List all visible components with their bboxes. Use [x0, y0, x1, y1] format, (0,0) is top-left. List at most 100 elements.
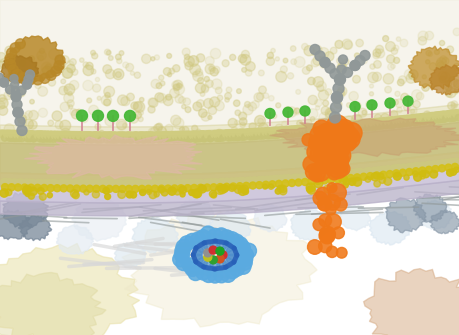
Circle shape: [103, 188, 109, 194]
Circle shape: [115, 132, 123, 140]
Circle shape: [449, 169, 456, 175]
Circle shape: [330, 102, 341, 113]
Circle shape: [219, 179, 226, 185]
Circle shape: [92, 132, 100, 140]
Circle shape: [313, 179, 322, 188]
Circle shape: [319, 56, 325, 63]
Circle shape: [95, 77, 100, 82]
Circle shape: [60, 102, 69, 112]
Polygon shape: [290, 209, 330, 241]
Circle shape: [203, 184, 210, 191]
Circle shape: [409, 109, 414, 113]
Circle shape: [139, 132, 146, 140]
Circle shape: [319, 60, 327, 68]
Circle shape: [258, 86, 266, 94]
Circle shape: [207, 135, 213, 142]
Circle shape: [266, 57, 274, 65]
Circle shape: [92, 191, 99, 198]
Circle shape: [27, 179, 34, 186]
Circle shape: [44, 131, 51, 139]
Circle shape: [0, 78, 8, 87]
Polygon shape: [429, 210, 459, 233]
Circle shape: [193, 136, 199, 142]
Circle shape: [316, 154, 334, 173]
Circle shape: [387, 117, 394, 125]
Circle shape: [270, 176, 277, 183]
Circle shape: [314, 99, 321, 107]
Circle shape: [293, 108, 300, 115]
Circle shape: [106, 137, 113, 143]
Circle shape: [184, 56, 194, 67]
Circle shape: [347, 175, 353, 182]
Circle shape: [68, 136, 74, 143]
Circle shape: [147, 132, 155, 140]
Circle shape: [315, 172, 322, 179]
Circle shape: [217, 129, 221, 134]
Circle shape: [419, 162, 425, 169]
Circle shape: [311, 129, 318, 135]
Circle shape: [109, 180, 116, 187]
Circle shape: [47, 131, 55, 139]
Circle shape: [215, 135, 222, 141]
Circle shape: [291, 131, 297, 137]
Circle shape: [226, 246, 236, 256]
Circle shape: [229, 261, 244, 276]
Circle shape: [391, 165, 398, 172]
Circle shape: [330, 153, 345, 168]
Circle shape: [274, 124, 282, 132]
Circle shape: [197, 242, 207, 252]
Circle shape: [91, 180, 98, 187]
Circle shape: [11, 135, 17, 141]
Circle shape: [198, 185, 206, 193]
Circle shape: [344, 116, 353, 125]
Circle shape: [419, 119, 425, 125]
Circle shape: [308, 95, 317, 105]
Circle shape: [124, 132, 131, 140]
Circle shape: [11, 80, 19, 88]
Circle shape: [351, 114, 362, 125]
Circle shape: [131, 132, 139, 140]
Circle shape: [450, 115, 457, 121]
Circle shape: [258, 70, 263, 76]
Circle shape: [136, 132, 144, 140]
Circle shape: [301, 44, 308, 50]
Circle shape: [42, 66, 52, 76]
Circle shape: [38, 55, 44, 61]
Circle shape: [253, 133, 259, 140]
Circle shape: [454, 115, 459, 121]
Circle shape: [429, 170, 437, 178]
Circle shape: [352, 75, 359, 83]
Circle shape: [290, 59, 296, 65]
Circle shape: [205, 131, 212, 138]
Circle shape: [313, 191, 326, 205]
Circle shape: [99, 130, 104, 135]
Circle shape: [195, 69, 202, 76]
Circle shape: [341, 123, 361, 143]
Circle shape: [319, 129, 325, 135]
Circle shape: [242, 189, 248, 195]
Circle shape: [408, 70, 417, 80]
Circle shape: [317, 124, 324, 132]
Circle shape: [199, 131, 207, 138]
Circle shape: [167, 180, 174, 187]
Circle shape: [185, 233, 199, 249]
Circle shape: [336, 81, 343, 88]
Circle shape: [408, 163, 414, 170]
Circle shape: [168, 68, 174, 74]
Circle shape: [453, 80, 459, 87]
Circle shape: [344, 126, 350, 133]
Circle shape: [337, 87, 346, 96]
Circle shape: [185, 62, 193, 70]
Circle shape: [239, 122, 245, 128]
Circle shape: [452, 158, 459, 165]
Circle shape: [196, 265, 210, 280]
Polygon shape: [24, 135, 202, 179]
Circle shape: [392, 45, 398, 51]
Circle shape: [203, 260, 213, 270]
Circle shape: [201, 84, 208, 92]
Circle shape: [200, 92, 204, 96]
Circle shape: [371, 72, 381, 81]
Circle shape: [188, 190, 194, 196]
Circle shape: [343, 41, 352, 49]
Circle shape: [296, 125, 303, 133]
